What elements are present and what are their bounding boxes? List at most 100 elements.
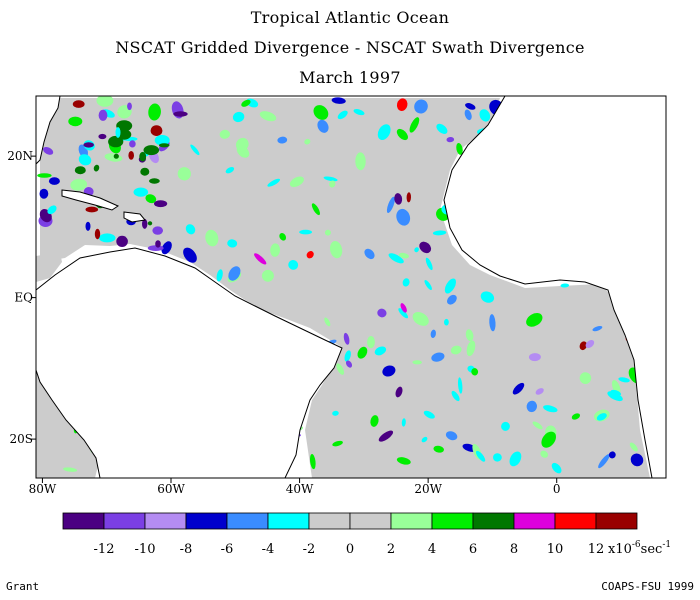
anomaly-patch bbox=[456, 142, 463, 155]
anomaly-patch bbox=[232, 111, 245, 123]
credit-org: COAPS-FSU 1999 bbox=[601, 580, 694, 593]
anomaly-patch bbox=[277, 136, 288, 144]
anomaly-patch bbox=[560, 283, 570, 288]
anomaly-patch bbox=[357, 346, 368, 359]
anomaly-patch bbox=[353, 109, 365, 116]
anomaly-patch bbox=[139, 151, 147, 162]
anomaly-patch bbox=[535, 388, 544, 395]
anomaly-patch bbox=[336, 363, 345, 375]
anomaly-patch bbox=[140, 167, 150, 176]
anomaly-patch bbox=[37, 173, 52, 178]
land-hispaniola bbox=[123, 211, 146, 223]
anomaly-patch bbox=[396, 128, 408, 141]
anomaly-patch bbox=[288, 260, 299, 270]
anomaly-patch bbox=[466, 340, 476, 357]
anomaly-patch bbox=[629, 442, 638, 452]
anomaly-patch bbox=[431, 352, 445, 362]
anomaly-patch bbox=[610, 389, 622, 396]
anomaly-patch bbox=[185, 224, 196, 235]
colorbar-tick-label: -12 bbox=[94, 542, 115, 557]
anomaly-patch bbox=[236, 145, 250, 158]
anomaly-patch bbox=[541, 431, 556, 448]
colorbar-swatch bbox=[226, 512, 269, 530]
colorbar-swatch bbox=[472, 512, 515, 530]
anomaly-patch bbox=[377, 308, 387, 318]
anomaly-patch bbox=[113, 153, 119, 159]
anomaly-patch bbox=[596, 413, 607, 421]
colorbar-tick-label: 8 bbox=[510, 542, 518, 557]
anomaly-patch bbox=[398, 252, 410, 259]
colorbar-unit: x10-6sec-1 bbox=[608, 540, 671, 557]
ocean-field bbox=[40, 98, 650, 478]
anomaly-patch bbox=[311, 203, 320, 216]
colorbar-swatch bbox=[62, 512, 105, 530]
anomaly-patch bbox=[128, 151, 134, 160]
anomaly-patch bbox=[432, 230, 447, 236]
lon-tick-label: 40W bbox=[286, 482, 314, 496]
anomaly-patch bbox=[618, 377, 630, 383]
anomaly-patch bbox=[364, 248, 375, 260]
anomaly-patch bbox=[267, 178, 281, 187]
colorbar-swatch bbox=[554, 512, 597, 530]
anomaly-patch bbox=[72, 100, 85, 108]
anomaly-patch bbox=[414, 247, 419, 253]
anomaly-patch bbox=[68, 116, 83, 127]
anomaly-patch bbox=[63, 467, 78, 472]
colorbar-tick-label: 0 bbox=[346, 542, 354, 557]
anomaly-patch bbox=[543, 405, 558, 413]
anomaly-patch bbox=[152, 226, 163, 235]
colorbar-tick-label: 4 bbox=[428, 542, 436, 557]
colorbar-tick-label: 2 bbox=[387, 542, 395, 557]
colorbar-tick-label: -4 bbox=[262, 542, 275, 557]
anomaly-patch bbox=[388, 253, 404, 264]
anomaly-patch bbox=[254, 253, 267, 265]
anomaly-patch bbox=[85, 206, 99, 213]
anomaly-patch bbox=[216, 269, 223, 282]
anomaly-patch bbox=[74, 166, 86, 175]
anomaly-patch bbox=[98, 233, 116, 243]
anomaly-patch bbox=[465, 329, 474, 342]
anomaly-patch bbox=[571, 413, 581, 420]
anomaly-patch bbox=[421, 436, 428, 443]
anomaly-patch bbox=[377, 124, 391, 140]
anomaly-patch bbox=[149, 178, 160, 184]
anomaly-patch bbox=[370, 415, 379, 427]
anomaly-patch bbox=[150, 125, 163, 136]
anomaly-patch bbox=[317, 119, 329, 133]
colorbar-swatch bbox=[267, 512, 310, 530]
credit-author: Grant bbox=[6, 580, 40, 593]
anomaly-patch bbox=[205, 229, 219, 247]
anomaly-patch bbox=[579, 341, 587, 351]
anomaly-patch bbox=[94, 228, 101, 240]
anomaly-patch bbox=[419, 241, 432, 254]
anomaly-patch bbox=[47, 205, 57, 215]
anomaly-patch bbox=[85, 221, 91, 231]
anomaly-patch bbox=[225, 167, 235, 174]
anomaly-patch bbox=[177, 167, 191, 181]
anomaly-patch bbox=[323, 176, 338, 182]
lat-tick-label: 20S bbox=[10, 432, 34, 446]
anomaly-patch bbox=[344, 350, 351, 362]
land-north-america bbox=[36, 96, 61, 165]
anomaly-patch bbox=[509, 451, 522, 467]
colorbar-swatch bbox=[513, 512, 556, 530]
colorbar-tick-label: -10 bbox=[135, 542, 156, 557]
anomaly-patch bbox=[48, 177, 60, 185]
anomaly-patch bbox=[395, 386, 403, 398]
colorbar-tick-label: 12 bbox=[588, 542, 605, 557]
anomaly-patch bbox=[528, 353, 541, 362]
anomaly-patch bbox=[409, 117, 420, 133]
anomaly-patch bbox=[309, 454, 316, 470]
anomaly-patch bbox=[154, 200, 168, 208]
anomaly-patch bbox=[598, 454, 610, 469]
anomaly-patch bbox=[400, 303, 407, 313]
anomaly-patch bbox=[127, 102, 132, 111]
anomaly-patch bbox=[479, 109, 491, 122]
anomaly-patch bbox=[143, 145, 160, 156]
anomaly-patch bbox=[98, 109, 108, 121]
land-south-america bbox=[36, 247, 343, 478]
anomaly-patch bbox=[355, 152, 366, 171]
anomaly-patch bbox=[304, 138, 311, 145]
colorbar-labels: -12 -10 -8 -6 -4 -2 0 2 4 6 8 10 12 bbox=[94, 542, 605, 557]
anomaly-patch bbox=[430, 329, 436, 338]
